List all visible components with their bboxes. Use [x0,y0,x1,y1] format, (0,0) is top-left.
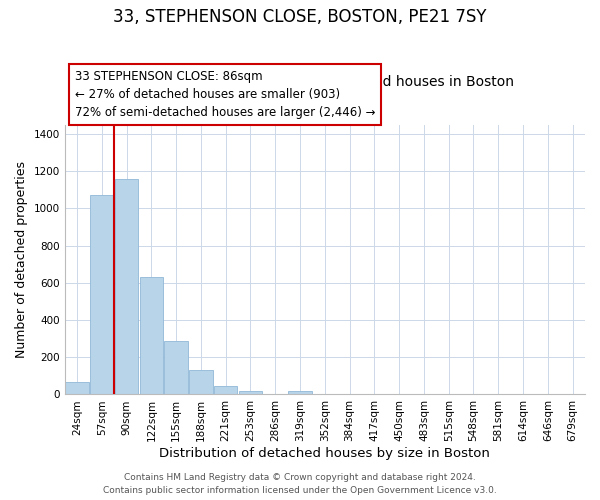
Bar [189,370,213,394]
Title: Size of property relative to detached houses in Boston: Size of property relative to detached ho… [136,75,514,89]
X-axis label: Distribution of detached houses by size in Boston: Distribution of detached houses by size … [160,447,490,460]
Bar [65,382,89,394]
Bar [90,196,113,394]
Bar [214,386,238,394]
Text: 33, STEPHENSON CLOSE, BOSTON, PE21 7SY: 33, STEPHENSON CLOSE, BOSTON, PE21 7SY [113,8,487,26]
Y-axis label: Number of detached properties: Number of detached properties [15,161,28,358]
Text: Contains HM Land Registry data © Crown copyright and database right 2024.
Contai: Contains HM Land Registry data © Crown c… [103,474,497,495]
Bar [288,390,312,394]
Bar [164,342,188,394]
Bar [115,178,139,394]
Bar [140,278,163,394]
Text: 33 STEPHENSON CLOSE: 86sqm
← 27% of detached houses are smaller (903)
72% of sem: 33 STEPHENSON CLOSE: 86sqm ← 27% of deta… [75,70,376,120]
Bar [239,390,262,394]
